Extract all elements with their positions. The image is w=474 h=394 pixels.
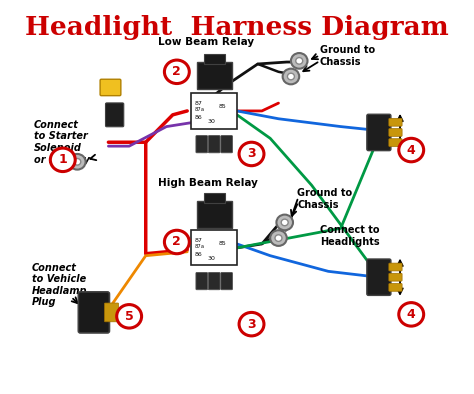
Text: 87: 87 (195, 101, 202, 106)
Circle shape (164, 230, 189, 254)
Text: 4: 4 (407, 143, 416, 156)
Text: 5: 5 (125, 310, 134, 323)
FancyBboxPatch shape (196, 273, 208, 290)
FancyBboxPatch shape (389, 118, 402, 126)
Text: Ground to
Chassis: Ground to Chassis (320, 45, 375, 67)
Text: Connect
to Starter
Solenoid
or Battery: Connect to Starter Solenoid or Battery (34, 120, 90, 165)
Text: 86: 86 (195, 252, 202, 256)
Text: 86: 86 (195, 115, 202, 120)
FancyBboxPatch shape (367, 259, 391, 296)
Text: 87a: 87a (195, 107, 205, 112)
FancyBboxPatch shape (100, 79, 121, 96)
Text: 85: 85 (219, 104, 226, 109)
FancyBboxPatch shape (389, 139, 402, 147)
Circle shape (239, 312, 264, 336)
FancyBboxPatch shape (367, 114, 391, 151)
Circle shape (296, 58, 303, 64)
Circle shape (399, 138, 424, 162)
Text: Connect to
Headlights: Connect to Headlights (320, 225, 380, 247)
Text: 1: 1 (58, 153, 67, 166)
Circle shape (276, 215, 293, 230)
Bar (197, 62, 232, 89)
Text: 87a: 87a (195, 244, 205, 249)
Bar (191, 230, 237, 266)
Circle shape (74, 158, 81, 165)
Circle shape (291, 53, 308, 69)
Circle shape (69, 154, 86, 169)
FancyBboxPatch shape (106, 103, 124, 127)
Circle shape (283, 69, 299, 84)
Bar (204, 54, 225, 64)
Bar (197, 201, 232, 228)
Circle shape (399, 303, 424, 326)
Text: 30: 30 (208, 119, 216, 124)
Circle shape (239, 142, 264, 166)
Text: 3: 3 (247, 318, 256, 331)
Text: 4: 4 (407, 308, 416, 321)
FancyBboxPatch shape (196, 136, 208, 153)
FancyBboxPatch shape (209, 136, 220, 153)
Circle shape (275, 235, 282, 242)
FancyBboxPatch shape (389, 273, 402, 281)
Text: Connect
to Vehicle
Headlamp
Plug: Connect to Vehicle Headlamp Plug (32, 263, 87, 307)
Text: Low Beam Relay: Low Beam Relay (158, 37, 255, 47)
Circle shape (281, 219, 288, 226)
Bar (204, 193, 225, 203)
Text: 2: 2 (173, 236, 181, 249)
Text: 30: 30 (208, 256, 216, 260)
FancyBboxPatch shape (104, 303, 118, 322)
FancyBboxPatch shape (389, 128, 402, 136)
Text: 2: 2 (173, 65, 181, 78)
FancyBboxPatch shape (221, 273, 232, 290)
Text: High Beam Relay: High Beam Relay (158, 178, 258, 188)
Circle shape (270, 230, 287, 246)
FancyBboxPatch shape (209, 273, 220, 290)
Text: Headlight  Harness Diagram: Headlight Harness Diagram (25, 15, 449, 40)
Circle shape (164, 60, 189, 84)
FancyBboxPatch shape (221, 136, 232, 153)
FancyBboxPatch shape (78, 292, 109, 333)
Circle shape (50, 148, 75, 171)
Circle shape (287, 73, 294, 80)
FancyBboxPatch shape (389, 283, 402, 291)
Circle shape (117, 305, 142, 328)
FancyBboxPatch shape (389, 263, 402, 271)
Bar (191, 93, 237, 128)
Text: 3: 3 (247, 147, 256, 160)
Text: Ground to
Chassis: Ground to Chassis (297, 188, 352, 210)
Text: 87: 87 (195, 238, 202, 243)
Text: 85: 85 (219, 241, 226, 246)
